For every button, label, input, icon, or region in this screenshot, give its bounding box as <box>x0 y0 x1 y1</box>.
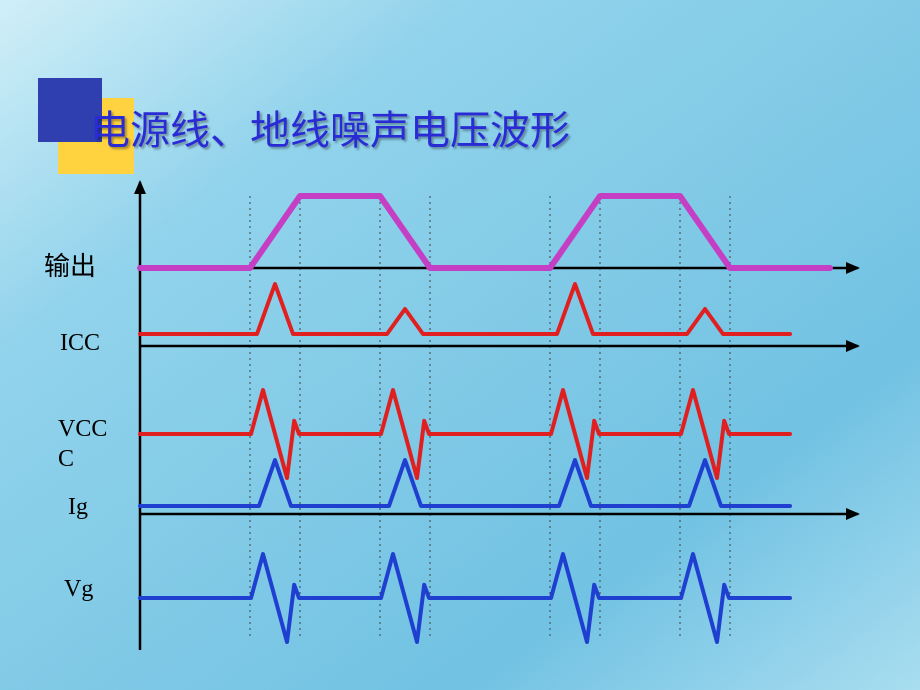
waveform-out <box>140 196 830 268</box>
label-ig: Ig <box>68 494 88 521</box>
chart-svg <box>40 180 880 670</box>
label-vcc: VCC <box>58 416 107 443</box>
label-out: 输出 <box>44 246 96 283</box>
waveform-ig <box>140 460 790 506</box>
waveform-chart <box>40 180 880 670</box>
label-icc: ICC <box>60 330 100 357</box>
waveform-vcc <box>140 390 790 478</box>
label-vcc-2: C <box>58 446 74 473</box>
slide-title: 电源线、地线噪声电压波形 <box>90 98 570 156</box>
slide-title-text: 电源线、地线噪声电压波形 <box>90 108 570 153</box>
label-vg: Vg <box>64 576 93 603</box>
waveform-icc <box>140 284 790 334</box>
slide: 电源线、地线噪声电压波形 输出 ICC VCC C Ig Vg <box>0 0 920 690</box>
waveform-vg <box>140 554 790 642</box>
